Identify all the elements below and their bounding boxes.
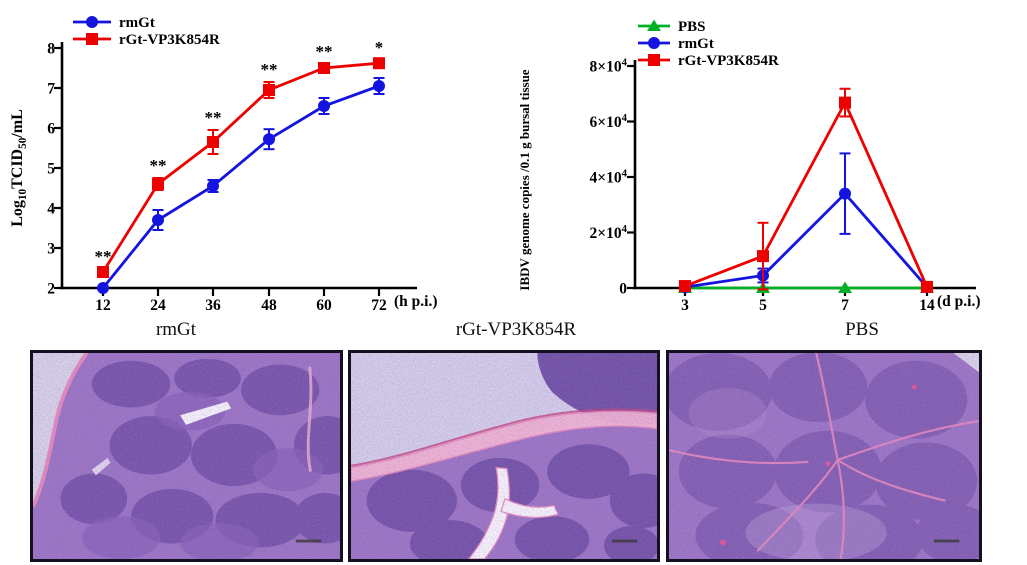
svg-text:PBS: PBS — [678, 19, 706, 35]
svg-text:7: 7 — [47, 81, 55, 98]
svg-text:7: 7 — [841, 297, 849, 314]
svg-text:8×104: 8×104 — [590, 57, 628, 76]
x-axis-ticks: 3 5 7 14 — [681, 288, 935, 314]
genome-copies-chart: 0 2×104 4×104 6×104 8×104 3 5 7 14 (d p.i.) IBDV g… — [517, 19, 981, 314]
x-axis-ticks: 12 24 36 48 60 72 — [95, 288, 387, 314]
x-axis-label: (d p.i.) — [937, 293, 981, 310]
significance-markers: ********** * — [95, 38, 384, 266]
svg-text:4×104: 4×104 — [590, 168, 628, 187]
svg-text:**: ** — [150, 156, 167, 175]
svg-text:**: ** — [95, 247, 112, 266]
svg-text:5: 5 — [759, 297, 767, 314]
svg-text:5: 5 — [47, 161, 55, 178]
svg-text:6: 6 — [47, 121, 55, 138]
svg-text:8: 8 — [47, 41, 55, 58]
svg-text:**: ** — [316, 42, 333, 61]
y-axis-ticks: 2 3 4 5 6 7 8 — [47, 41, 62, 298]
svg-text:**: ** — [205, 108, 222, 127]
svg-text:24: 24 — [150, 297, 166, 314]
svg-text:3: 3 — [681, 297, 689, 314]
svg-text:60: 60 — [316, 297, 332, 314]
histology-caption-PBS: PBS — [845, 319, 879, 340]
svg-text:rmGt: rmGt — [678, 36, 714, 52]
scale-bar — [611, 539, 638, 543]
scale-bar — [933, 539, 960, 543]
series-rmGt — [97, 77, 385, 294]
axes — [633, 60, 976, 290]
svg-text:14: 14 — [919, 297, 935, 314]
svg-text:72: 72 — [371, 297, 387, 314]
svg-text:*: * — [375, 38, 384, 57]
histology-caption-rGt-VP3K854R: rGt-VP3K854R — [455, 319, 577, 340]
x-axis-label: (h p.i.) — [394, 293, 438, 310]
y-axis-label: Log10TCID50/mL — [9, 109, 29, 227]
svg-text:6×104: 6×104 — [590, 112, 628, 131]
tcid50-growth-chart: 2 3 4 5 6 7 8 12 24 36 48 60 72 (h p.i.) Log10TCID50/m… — [9, 15, 438, 314]
svg-text:48: 48 — [261, 297, 277, 314]
y-axis-label: IBDV genome copies /0.1 g bursal tissue — [517, 69, 532, 290]
series-rGt-VP3K854R — [97, 57, 385, 278]
svg-text:36: 36 — [205, 297, 221, 314]
series-rGt-VP3K854R — [679, 87, 933, 293]
svg-text:0: 0 — [619, 281, 627, 298]
svg-text:2×104: 2×104 — [590, 223, 628, 242]
svg-text:12: 12 — [95, 297, 111, 314]
svg-text:rGt-VP3K854R: rGt-VP3K854R — [678, 53, 779, 69]
y-axis-ticks: 0 2×104 4×104 6×104 8×104 — [590, 57, 635, 298]
histology-image-PBS — [666, 350, 982, 562]
svg-text:3: 3 — [47, 241, 55, 258]
scale-bar — [295, 539, 322, 543]
histology-image-rmGt — [30, 350, 343, 562]
svg-text:2: 2 — [47, 281, 55, 298]
svg-text:**: ** — [261, 60, 278, 79]
histology-caption-rmGt: rmGt — [155, 319, 197, 340]
svg-text:rGt-VP3K854R: rGt-VP3K854R — [119, 32, 220, 48]
svg-text:4: 4 — [47, 201, 55, 218]
histology-image-rGt-VP3K854R — [348, 350, 660, 562]
svg-text:rmGt: rmGt — [119, 15, 155, 31]
